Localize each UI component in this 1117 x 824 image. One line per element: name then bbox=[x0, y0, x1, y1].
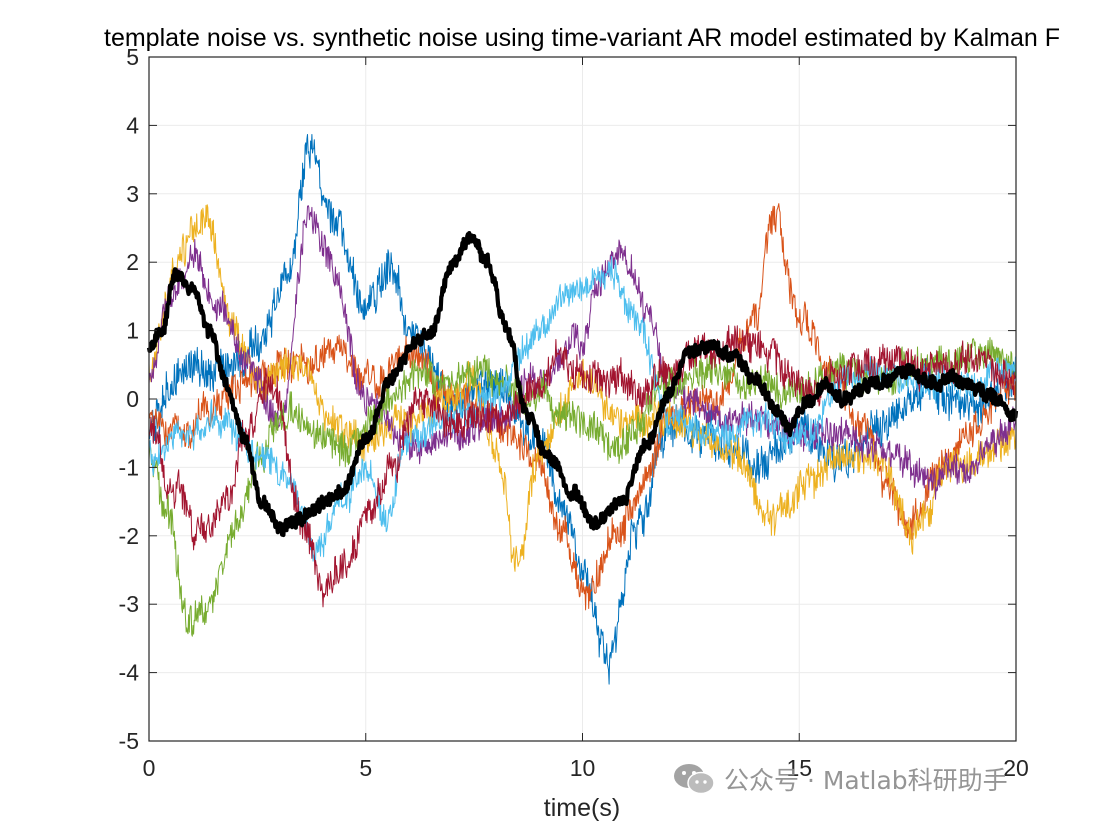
synthetic-noise-line-2 bbox=[148, 203, 1017, 611]
synthetic-noise-line-6 bbox=[148, 256, 1017, 562]
series-layer bbox=[146, 134, 1019, 685]
y-tick-label: -3 bbox=[119, 591, 139, 617]
tick-marks bbox=[148, 56, 1017, 742]
y-tick-label: -4 bbox=[119, 660, 140, 686]
x-axis-label: time(s) bbox=[544, 794, 620, 822]
y-tick-label: -5 bbox=[119, 728, 139, 754]
x-tick-label: 20 bbox=[1003, 755, 1029, 781]
x-tick-label: 0 bbox=[143, 755, 156, 781]
tick-labels: 0 5 10 15 20 -5 -4 -3 -2 -1 0 1 2 3 4 5 bbox=[119, 44, 1029, 781]
synthetic-noise-line-7 bbox=[148, 325, 1017, 608]
synthetic-noise-line-4 bbox=[148, 205, 1017, 500]
y-tick-label: 3 bbox=[126, 181, 139, 207]
x-tick-label: 5 bbox=[359, 755, 372, 781]
chart-title: template noise vs. synthetic noise using… bbox=[104, 24, 1060, 52]
watermark-text: 公众号 · Matlab科研助手 bbox=[724, 766, 1008, 795]
y-tick-label: 2 bbox=[126, 249, 139, 275]
y-tick-label: 4 bbox=[126, 112, 139, 138]
y-tick-label: 0 bbox=[126, 386, 139, 412]
grid bbox=[148, 56, 1017, 742]
synthetic-noise-line-3 bbox=[148, 204, 1017, 572]
watermark: 公众号 · Matlab科研助手 bbox=[672, 757, 1008, 801]
wechat-icon bbox=[674, 764, 715, 795]
synthetic-noise-line-1 bbox=[148, 134, 1017, 685]
x-tick-label: 10 bbox=[570, 755, 596, 781]
y-tick-label: 5 bbox=[126, 44, 139, 70]
y-tick-label: 1 bbox=[126, 318, 139, 344]
y-tick-label: -2 bbox=[119, 523, 139, 549]
x-tick-label: 15 bbox=[786, 755, 812, 781]
y-tick-label: -1 bbox=[119, 454, 139, 480]
template-noise-line bbox=[146, 231, 1019, 538]
